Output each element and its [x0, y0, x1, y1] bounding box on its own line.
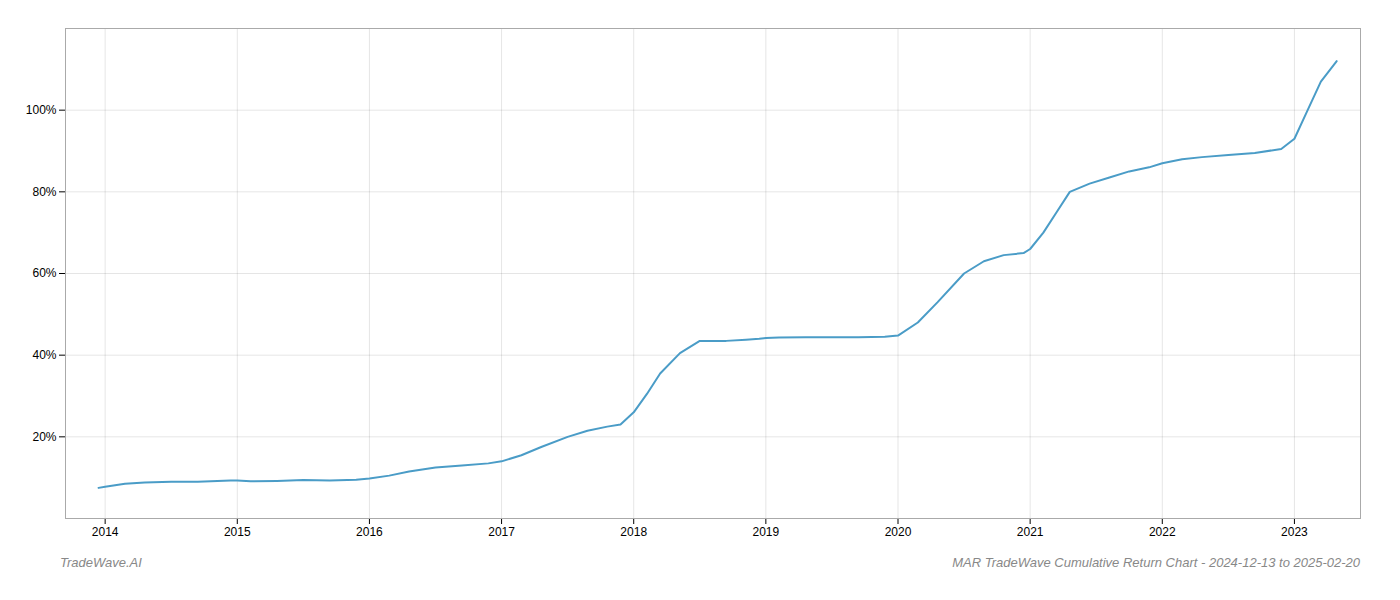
- svg-text:60%: 60%: [32, 266, 56, 280]
- svg-text:2014: 2014: [92, 525, 119, 539]
- svg-text:100%: 100%: [26, 103, 57, 117]
- svg-text:40%: 40%: [32, 348, 56, 362]
- svg-text:2021: 2021: [1017, 525, 1044, 539]
- svg-text:2015: 2015: [224, 525, 251, 539]
- svg-text:2017: 2017: [488, 525, 515, 539]
- svg-text:2019: 2019: [753, 525, 780, 539]
- svg-text:2022: 2022: [1149, 525, 1176, 539]
- svg-text:80%: 80%: [32, 185, 56, 199]
- svg-text:2023: 2023: [1281, 525, 1308, 539]
- svg-text:2018: 2018: [620, 525, 647, 539]
- svg-text:20%: 20%: [32, 430, 56, 444]
- svg-text:2020: 2020: [885, 525, 912, 539]
- html-text:MAR TradeWave Cumulative Retur: MAR TradeWave Cumulative Return Chart - …: [952, 555, 1360, 570]
- svg-text:2016: 2016: [356, 525, 383, 539]
- html-text:TradeWave.AI: TradeWave.AI: [60, 555, 142, 570]
